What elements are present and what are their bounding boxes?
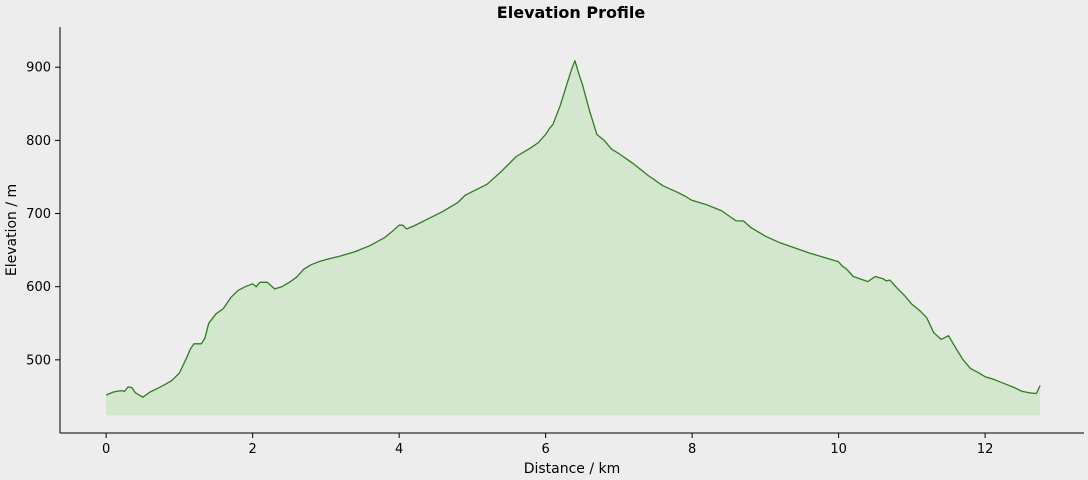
- plot-area: [105, 60, 1041, 416]
- elevation-area-fill: [106, 60, 1041, 416]
- y-tick-label: 800: [26, 134, 51, 149]
- y-axis-ticks: 500 600 700 800 900: [26, 61, 60, 368]
- y-tick-label: 500: [26, 353, 51, 368]
- x-axis-label: Distance / km: [524, 461, 621, 477]
- x-tick-label: 6: [541, 442, 549, 457]
- y-tick-label: 900: [26, 61, 51, 76]
- x-tick-label: 0: [102, 442, 110, 457]
- elevation-line: [105, 60, 1041, 398]
- x-tick-label: 8: [688, 442, 696, 457]
- x-tick-label: 2: [249, 442, 257, 457]
- y-tick-label: 600: [26, 280, 51, 295]
- y-tick-label: 700: [26, 207, 51, 222]
- x-tick-label: 12: [977, 442, 994, 457]
- y-axis-label: Elevation / m: [4, 184, 20, 276]
- chart-title: Elevation Profile: [497, 3, 646, 22]
- x-tick-label: 4: [395, 442, 403, 457]
- x-tick-label: 10: [830, 442, 847, 457]
- x-axis-ticks: 0 2 4 6 8 10 12: [102, 433, 993, 457]
